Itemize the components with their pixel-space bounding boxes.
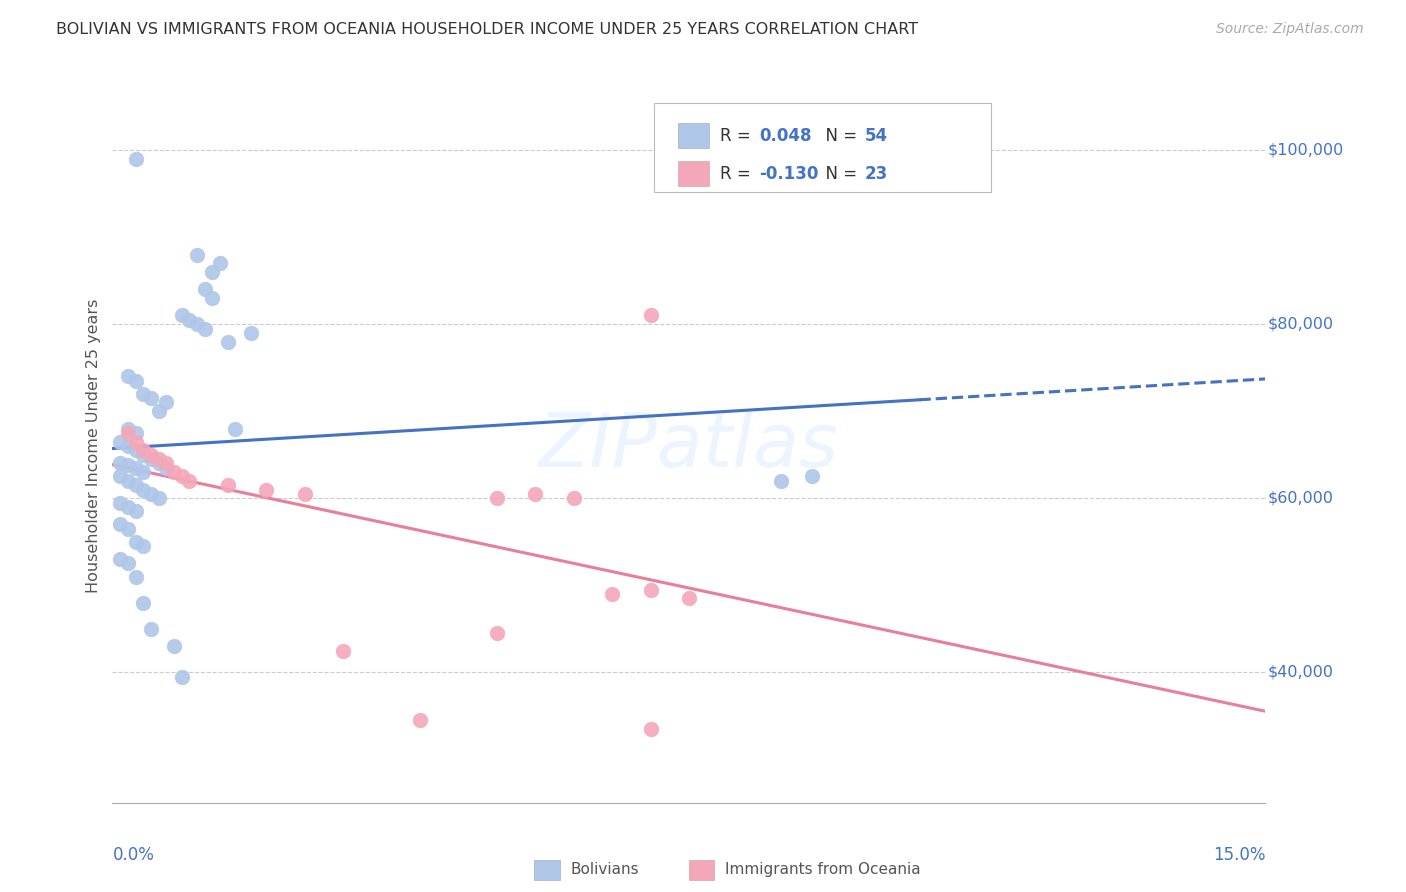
Point [117, 500, 139, 514]
Point [155, 457, 177, 471]
Point [132, 483, 155, 497]
Point [201, 291, 224, 305]
Point [139, 448, 162, 462]
Text: $100,000: $100,000 [1268, 143, 1344, 158]
Point [124, 443, 146, 458]
Point [124, 425, 146, 440]
Text: N =: N = [815, 127, 863, 145]
Point [485, 491, 508, 506]
Point [332, 643, 354, 657]
Point [124, 478, 146, 492]
Point [194, 321, 217, 335]
Point [163, 465, 186, 479]
Point [124, 460, 146, 475]
Point [148, 491, 170, 506]
Point [170, 670, 193, 684]
Point [186, 247, 208, 261]
Point [117, 421, 139, 435]
Point [163, 639, 186, 653]
Text: $80,000: $80,000 [1268, 317, 1334, 332]
Point [124, 504, 146, 518]
Text: Immigrants from Oceania: Immigrants from Oceania [725, 863, 921, 877]
Point [108, 552, 131, 566]
Point [179, 313, 201, 327]
Point [217, 334, 239, 349]
Point [148, 457, 170, 471]
Point [108, 469, 131, 483]
Point [139, 622, 162, 636]
Point [108, 434, 131, 449]
Point [678, 591, 700, 606]
Text: $40,000: $40,000 [1268, 665, 1334, 680]
Point [117, 458, 139, 472]
Text: R =: R = [720, 165, 756, 183]
Point [224, 421, 246, 435]
Point [124, 569, 146, 583]
Point [485, 626, 508, 640]
Point [800, 469, 823, 483]
Point [155, 460, 177, 475]
Point [117, 474, 139, 488]
Point [132, 596, 155, 610]
Point [562, 491, 585, 506]
Point [524, 487, 547, 501]
Point [108, 517, 131, 532]
Point [770, 474, 793, 488]
Point [132, 448, 155, 462]
Point [186, 317, 208, 331]
Point [139, 391, 162, 405]
Point [294, 487, 316, 501]
Text: 0.0%: 0.0% [112, 846, 155, 863]
Point [148, 452, 170, 467]
Y-axis label: Householder Income Under 25 years: Householder Income Under 25 years [86, 299, 101, 593]
Point [108, 495, 131, 509]
Point [124, 434, 146, 449]
Point [201, 265, 224, 279]
Point [117, 522, 139, 536]
Point [640, 722, 662, 736]
Point [117, 369, 139, 384]
Text: -0.130: -0.130 [759, 165, 818, 183]
Point [108, 457, 131, 471]
Point [179, 474, 201, 488]
Point [148, 404, 170, 418]
Point [217, 478, 239, 492]
Point [132, 443, 155, 458]
Point [117, 557, 139, 571]
Point [155, 395, 177, 409]
Text: $60,000: $60,000 [1268, 491, 1334, 506]
Text: N =: N = [815, 165, 863, 183]
Point [194, 282, 217, 296]
Point [239, 326, 262, 340]
Point [124, 534, 146, 549]
Text: Bolivians: Bolivians [571, 863, 640, 877]
Point [409, 713, 432, 727]
Point [117, 439, 139, 453]
Text: 15.0%: 15.0% [1213, 846, 1265, 863]
Point [124, 374, 146, 388]
Point [640, 309, 662, 323]
Text: BOLIVIAN VS IMMIGRANTS FROM OCEANIA HOUSEHOLDER INCOME UNDER 25 YEARS CORRELATIO: BOLIVIAN VS IMMIGRANTS FROM OCEANIA HOUS… [56, 22, 918, 37]
Point [170, 309, 193, 323]
Point [124, 152, 146, 166]
Point [170, 469, 193, 483]
Text: 0.048: 0.048 [759, 127, 811, 145]
Point [600, 587, 623, 601]
Text: 23: 23 [865, 165, 889, 183]
Text: R =: R = [720, 127, 756, 145]
Point [117, 425, 139, 440]
Point [254, 483, 277, 497]
Text: Source: ZipAtlas.com: Source: ZipAtlas.com [1216, 22, 1364, 37]
Point [139, 452, 162, 467]
Point [640, 582, 662, 597]
Text: 54: 54 [865, 127, 887, 145]
Point [132, 386, 155, 401]
Point [209, 256, 232, 270]
Text: ZIPatlas: ZIPatlas [538, 410, 839, 482]
Point [132, 539, 155, 553]
Point [139, 487, 162, 501]
Point [132, 465, 155, 479]
